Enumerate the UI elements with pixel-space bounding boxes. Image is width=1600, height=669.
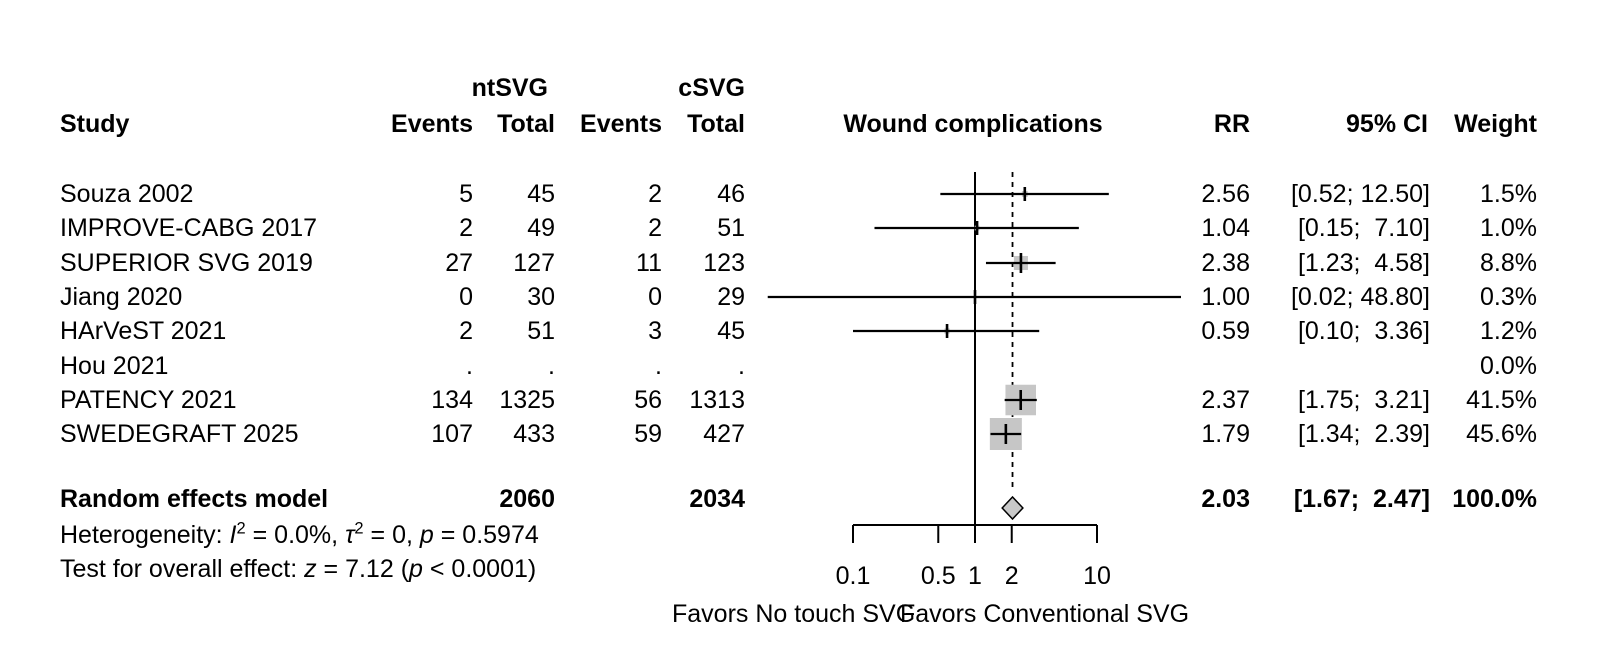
- csvg-events: 2: [648, 214, 662, 242]
- axis-tick-label: 10: [1083, 562, 1111, 590]
- column-header-total-ntsvg: Total: [497, 110, 555, 138]
- ntsvg-events: 27: [445, 249, 473, 277]
- study-name: HArVeST 2021: [60, 317, 227, 345]
- weight-value: 8.8%: [1480, 249, 1537, 277]
- ntsvg-total: 1325: [499, 386, 555, 414]
- column-header-ci: 95% CI: [1346, 110, 1428, 138]
- ci-value: [0.15; 7.10]: [1297, 214, 1430, 242]
- group-header-ntsvg: ntSVG: [471, 74, 548, 102]
- column-header-weight: Weight: [1454, 110, 1537, 138]
- overall-weight-value: 100.0%: [1452, 485, 1537, 513]
- csvg-events: 3: [648, 317, 662, 345]
- ci-value: [0.02; 48.80]: [1290, 283, 1430, 311]
- ci-value: [1.23; 4.58]: [1297, 249, 1430, 277]
- favors-right-label: Favors Conventional SVG: [900, 600, 1190, 628]
- group-header-csvg: cSVG: [678, 74, 745, 102]
- csvg-total: .: [738, 352, 745, 380]
- column-header-study: Study: [60, 110, 130, 138]
- column-header-total-csvg: Total: [687, 110, 745, 138]
- heterogeneity-text: Heterogeneity: I2 = 0.0%, τ2 = 0, p = 0.…: [60, 519, 539, 549]
- ntsvg-total: 433: [513, 420, 555, 448]
- axis-tick-label: 0.5: [920, 562, 956, 590]
- csvg-events: 0: [648, 283, 662, 311]
- overall-ci-value: [1.67; 2.47]: [1293, 485, 1430, 513]
- favors-left-label: Favors No touch SVG: [672, 600, 916, 628]
- csvg-total: 46: [717, 180, 745, 208]
- study-name: IMPROVE-CABG 2017: [60, 214, 318, 242]
- ntsvg-total: 127: [513, 249, 555, 277]
- study-name: Jiang 2020: [60, 283, 183, 311]
- ci-value: [0.10; 3.36]: [1297, 317, 1430, 345]
- csvg-total: 29: [717, 283, 745, 311]
- csvg-total: 123: [703, 249, 745, 277]
- ntsvg-events: 2: [459, 214, 473, 242]
- rr-value: 0.59: [1201, 317, 1250, 345]
- overall-total-ntsvg: 2060: [499, 485, 555, 513]
- column-header-rr: RR: [1213, 110, 1250, 138]
- column-header-events-csvg: Events: [580, 110, 662, 138]
- csvg-events: 2: [648, 180, 662, 208]
- rr-value: 2.38: [1201, 249, 1250, 277]
- study-name: Hou 2021: [60, 352, 169, 380]
- rr-value: 1.00: [1201, 283, 1250, 311]
- weight-value: 1.0%: [1480, 214, 1537, 242]
- weight-value: 1.5%: [1480, 180, 1537, 208]
- ci-value: [1.34; 2.39]: [1297, 420, 1430, 448]
- axis-tick-label: 1: [968, 562, 982, 590]
- csvg-total: 427: [703, 420, 745, 448]
- overall-total-csvg: 2034: [689, 485, 745, 513]
- axis-tick-label: 0.1: [835, 562, 871, 590]
- ntsvg-events: 134: [431, 386, 473, 414]
- ci-value: [0.52; 12.50]: [1290, 180, 1430, 208]
- rr-value: 1.04: [1201, 214, 1250, 242]
- ci-value: [1190, 349, 1430, 383]
- ntsvg-events: 107: [431, 420, 473, 448]
- study-name: PATENCY 2021: [60, 386, 237, 414]
- column-header-events-ntsvg: Events: [391, 110, 473, 138]
- overall-rr-value: 2.03: [1201, 485, 1250, 513]
- csvg-events: 11: [636, 249, 662, 277]
- csvg-total: 1313: [689, 386, 745, 414]
- rr-value: 1.79: [1201, 420, 1250, 448]
- ntsvg-events: 0: [459, 283, 473, 311]
- ntsvg-total: .: [548, 352, 555, 380]
- weight-value: 1.2%: [1480, 317, 1537, 345]
- weight-value: 45.6%: [1466, 420, 1537, 448]
- weight-value: 41.5%: [1466, 386, 1537, 414]
- summary-diamond: [1001, 495, 1024, 521]
- weight-value: 0.3%: [1480, 283, 1537, 311]
- plot-title: Wound complications: [843, 110, 1103, 138]
- study-name: SUPERIOR SVG 2019: [60, 249, 313, 277]
- overall-row-label: Random effects model: [60, 485, 329, 513]
- ntsvg-total: 49: [527, 214, 555, 242]
- csvg-total: 51: [717, 214, 745, 242]
- ci-value: [1.75; 3.21]: [1297, 386, 1430, 414]
- study-name: SWEDEGRAFT 2025: [60, 420, 299, 448]
- csvg-events: 59: [634, 420, 662, 448]
- study-name: Souza 2002: [60, 180, 194, 208]
- ntsvg-total: 51: [527, 317, 555, 345]
- overall-effect-test-text: Test for overall effect: z = 7.12 (p < 0…: [60, 555, 537, 583]
- csvg-events: 56: [634, 386, 662, 414]
- ntsvg-total: 45: [527, 180, 555, 208]
- ntsvg-events: 2: [459, 317, 473, 345]
- rr-value: 2.56: [1201, 180, 1250, 208]
- csvg-events: .: [655, 352, 662, 380]
- ntsvg-events: 5: [459, 180, 473, 208]
- rr-value: 2.37: [1201, 386, 1250, 414]
- ntsvg-events: .: [466, 352, 473, 380]
- axis-tick-label: 2: [1004, 562, 1019, 590]
- csvg-total: 45: [717, 317, 745, 345]
- ntsvg-total: 30: [527, 283, 555, 311]
- weight-value: 0.0%: [1480, 352, 1537, 380]
